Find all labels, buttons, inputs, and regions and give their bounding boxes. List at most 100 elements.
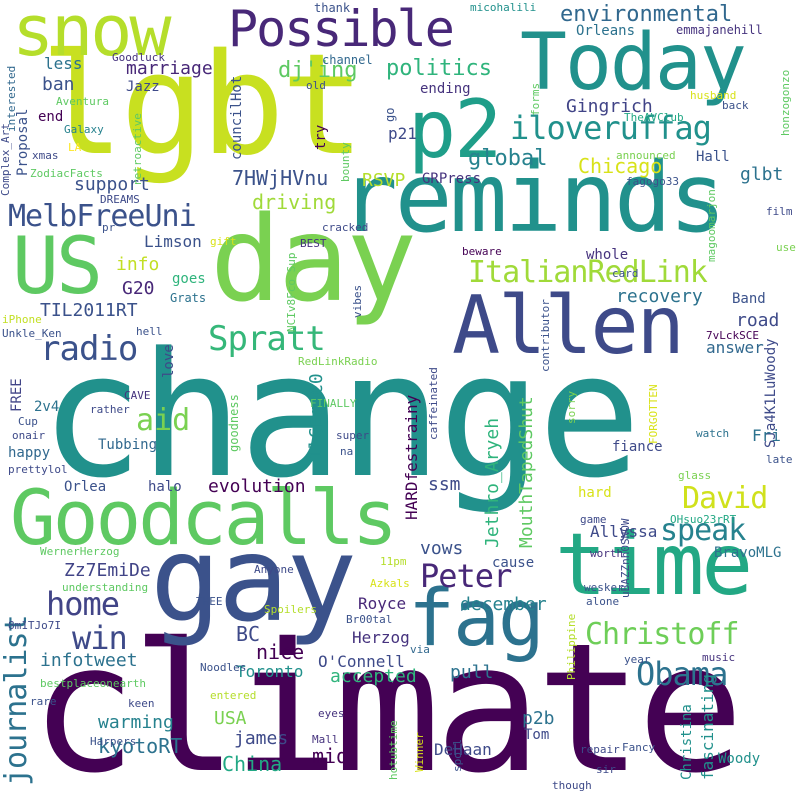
word-old: old <box>306 79 326 92</box>
word-winner: Winner <box>413 732 426 772</box>
word-cup: Cup <box>18 415 38 428</box>
word-snow: snow <box>12 0 172 72</box>
word-ohsuo23rrt: OHsuo23rRT <box>670 513 737 526</box>
word-bounty: bounty <box>339 142 352 182</box>
word-hotubtime: hotubtime <box>387 720 400 780</box>
word-goodness: goodness <box>227 394 241 452</box>
word-home: home <box>46 585 120 623</box>
word-p2b: p2b <box>522 708 555 729</box>
word-orlea: Orlea <box>64 479 107 495</box>
word-mouthtapedshut: MouthTapedShut <box>516 396 537 548</box>
word-spratt: Spratt <box>208 319 326 359</box>
word-7hwjhvnu: 7HWjHVnu <box>232 166 329 190</box>
word-2v4: 2v4 <box>34 399 60 415</box>
word-herzog: Herzog <box>352 628 410 647</box>
word-support: support <box>74 174 150 195</box>
word-driving: driving <box>252 190 337 214</box>
word-james: james <box>234 728 289 749</box>
word-councilhot: councilHot <box>229 75 245 160</box>
word-husband: husband <box>690 89 737 102</box>
word-retroactive: retroactive <box>131 113 144 186</box>
word-zodiacfacts: ZodiacFacts <box>30 167 103 180</box>
word-woody: Woody <box>718 751 761 767</box>
word-fancy: Fancy <box>622 741 656 754</box>
word-rare: rare <box>30 695 57 708</box>
word-gingrich: Gingrich <box>566 96 653 117</box>
word-na: na <box>340 445 354 458</box>
word-royce: Royce <box>358 594 407 613</box>
word-orleans: Orleans <box>576 23 636 39</box>
word-christoff: Christoff <box>585 617 740 652</box>
word-wesker: wesker <box>584 581 624 594</box>
word-wernerherzog: WernerHerzog <box>40 545 120 558</box>
word-dehaan: DeHaan <box>434 740 492 759</box>
word-peter: Peter <box>420 557 512 595</box>
word-bravomlg: BravoMLG <box>714 545 782 561</box>
word-gift: gift <box>210 235 237 248</box>
word-super: super <box>336 429 370 442</box>
word-fagogo33: fagogo33 <box>626 175 679 188</box>
word-fag: fag <box>408 574 545 664</box>
word-spoilers: Spoilers <box>264 603 317 616</box>
word-zz7emide: Zz7EmiDe <box>64 560 151 581</box>
word-watch: watch <box>696 427 730 440</box>
word-grats: Grats <box>170 291 207 305</box>
word-unkle-ken: Unkle_Ken <box>2 327 62 340</box>
word-christina: Christina <box>679 704 695 780</box>
word-aventura: Aventura <box>56 95 109 108</box>
word-oconnell: O'Connell <box>318 652 405 671</box>
word-redlinkradio: RedLinkRadio <box>298 355 378 368</box>
word-try: try <box>313 124 329 150</box>
word-fascinating: fascinating <box>698 674 717 780</box>
word-grpress: GRPress <box>422 171 482 187</box>
word-azkals: Azkals <box>370 577 410 590</box>
word-happy: happy <box>8 445 51 461</box>
word-toronto: Toronto <box>236 662 304 681</box>
word-use: use <box>776 241 796 254</box>
word-nice: nice <box>256 640 305 664</box>
word-film: film <box>766 205 793 218</box>
word-8m1tjo7i: 8m1TJo7I <box>8 619 61 632</box>
word-best: BEST <box>300 237 327 250</box>
word-djing: dj'ing <box>278 58 358 83</box>
word-gay: gay <box>150 510 357 648</box>
word-channel: channel <box>322 53 373 67</box>
word-glbt: glbt <box>740 164 784 185</box>
word-forms: forms <box>529 82 542 116</box>
word-theavclub: TheAVClub <box>624 111 684 124</box>
word-finally: FINALLY <box>310 397 357 410</box>
word-limson: Limson <box>144 232 202 251</box>
word-card: card <box>612 267 639 280</box>
word-halo: halo <box>148 479 182 495</box>
word-mall: Mall <box>312 733 339 746</box>
word-hard: hard <box>578 485 612 501</box>
word-xmas: xmas <box>32 149 59 162</box>
word-speak: speak <box>660 513 746 548</box>
word-bc: BC <box>236 622 261 646</box>
word-contributor: contributor <box>539 299 552 372</box>
word-accepted: accepted <box>330 666 417 687</box>
word-announced: announced <box>616 149 676 162</box>
word-p2: p2 <box>408 83 502 176</box>
word-day: day <box>210 190 417 328</box>
word-goes: goes <box>172 271 206 287</box>
word-music: music <box>702 651 736 664</box>
word-global: global <box>468 146 548 171</box>
word-hardfestrainy: HARDfestrainy <box>402 394 421 520</box>
word-la: LA <box>68 141 82 154</box>
word-jethro-aryeh: Jethro_Aryeh <box>482 417 503 548</box>
word-less: less <box>44 54 83 73</box>
word-aid: aid <box>136 403 191 438</box>
word-honzogonzo: honzogonzo <box>779 69 792 136</box>
word-band: Band <box>732 291 766 307</box>
word-g20: G20 <box>122 278 155 299</box>
word-glass: glass <box>678 469 712 482</box>
word-thank: thank <box>314 1 351 15</box>
word-nciv8fco-sup: NCIv8Fco Sup <box>285 252 298 332</box>
word-reminds: reminds <box>340 142 727 254</box>
word-harpers: Harpers <box>90 735 137 748</box>
word-tubbing: Tubbing <box>98 437 158 453</box>
word-december: december <box>460 594 547 615</box>
word-warming: warming <box>98 712 174 733</box>
word-obama: Obama <box>636 655 728 693</box>
